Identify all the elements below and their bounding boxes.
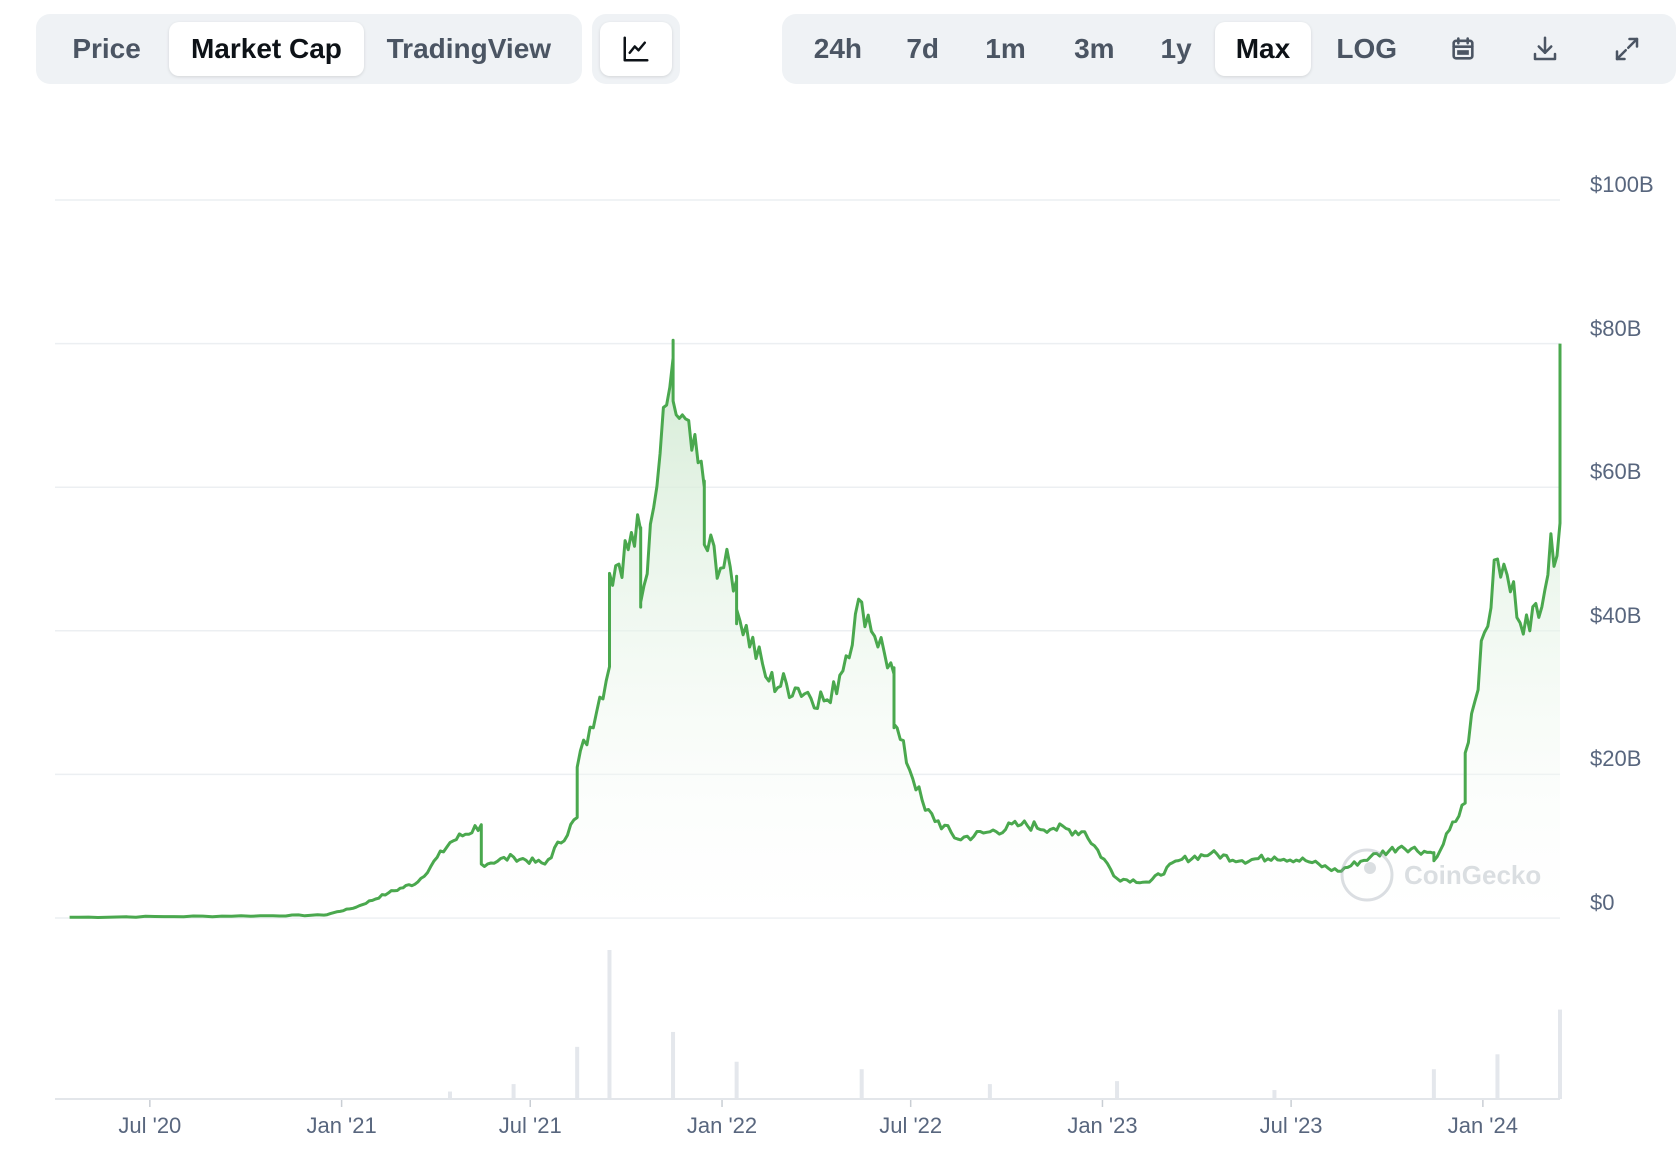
coingecko-logo: [1340, 848, 1394, 902]
x-tick-label: Jan '24: [1447, 1113, 1518, 1138]
x-tick-label: Jul '20: [118, 1113, 182, 1138]
range-1y-button[interactable]: 1y: [1160, 33, 1192, 64]
volume-bar: [1558, 1009, 1562, 1099]
range-3m-button[interactable]: 3m: [1074, 33, 1115, 64]
time-range-group: 24h 7d 1m 3m 1y Max LOG: [782, 14, 1676, 84]
volume-bar: [575, 1046, 580, 1099]
y-tick-label: $100B: [1590, 172, 1654, 197]
download-button[interactable]: [1504, 22, 1586, 76]
range-max-button[interactable]: Max: [1215, 22, 1311, 76]
volume-bars: [448, 950, 1562, 1099]
line-chart-button[interactable]: [600, 22, 672, 76]
market-cap-line: [69, 338, 1562, 919]
volume-bar: [1272, 1090, 1277, 1099]
fullscreen-icon: [1615, 37, 1639, 61]
fullscreen-button[interactable]: [1586, 22, 1668, 76]
y-tick-label: $20B: [1590, 746, 1642, 772]
calendar-button[interactable]: [1423, 22, 1505, 76]
y-tick-label: $60B: [1590, 459, 1642, 485]
volume-bar: [607, 950, 612, 1099]
download-icon: [1534, 36, 1557, 61]
chart-type-group: [592, 14, 680, 84]
x-tick-label: Jan '22: [686, 1113, 758, 1138]
view-tab-group: Price Market Cap TradingView: [36, 14, 582, 84]
log-scale-button[interactable]: LOG: [1336, 33, 1398, 64]
range-7d-button[interactable]: 7d: [906, 33, 940, 64]
volume-bar: [511, 1084, 516, 1099]
tab-price[interactable]: Price: [72, 33, 141, 64]
y-tick-label: $80B: [1590, 315, 1642, 341]
x-tick-label: Jul '21: [498, 1113, 562, 1138]
watermark-text: CoinGecko: [1404, 859, 1542, 890]
volume-bar: [1115, 1081, 1120, 1099]
coingecko-watermark: CoinGecko: [1340, 848, 1541, 902]
range-24h-button[interactable]: 24h: [813, 33, 863, 64]
volume-bar: [734, 1061, 739, 1099]
calendar-icon: [1452, 37, 1475, 60]
x-tick-label: Jan '23: [1067, 1113, 1138, 1138]
x-tick-label: Jan '21: [306, 1113, 377, 1138]
volume-bar: [448, 1091, 453, 1099]
volume-bar: [671, 1031, 676, 1099]
line-chart-icon: [623, 36, 649, 62]
volume-bar: [1431, 1069, 1436, 1099]
y-tick-label: $0: [1590, 890, 1615, 915]
volume-bar: [1495, 1054, 1500, 1099]
tab-market-cap[interactable]: Market Cap: [169, 22, 364, 76]
volume-bar: [859, 1069, 864, 1099]
tab-tradingview[interactable]: TradingView: [386, 33, 552, 64]
market-cap-area: [69, 340, 1561, 918]
range-1m-button[interactable]: 1m: [985, 33, 1026, 64]
volume-bar: [987, 1084, 992, 1099]
x-tick-label: Jul '22: [879, 1113, 943, 1138]
grid-lines: [55, 199, 1560, 1107]
x-tick-label: Jul '23: [1259, 1113, 1323, 1138]
y-tick-label: $40B: [1590, 602, 1642, 628]
